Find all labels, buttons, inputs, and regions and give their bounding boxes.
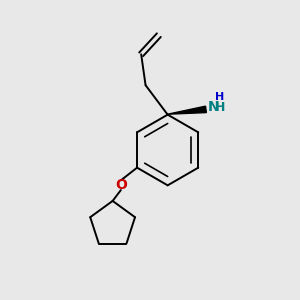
Polygon shape — [168, 106, 206, 114]
Text: H: H — [214, 100, 225, 113]
Text: H: H — [215, 92, 224, 102]
Text: O: O — [115, 178, 127, 192]
Text: N: N — [208, 100, 220, 114]
